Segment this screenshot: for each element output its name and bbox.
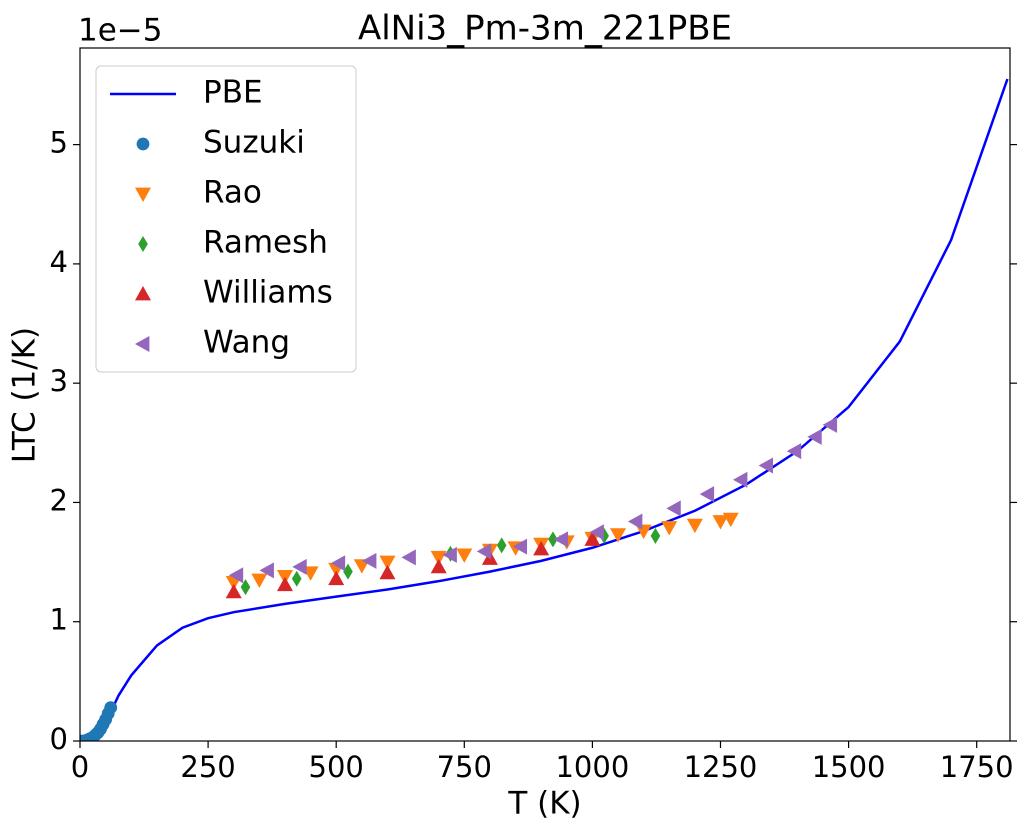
- point: [712, 515, 729, 530]
- x-tick-label: 0: [71, 750, 89, 784]
- point: [666, 500, 681, 517]
- y-tick-label: 2: [50, 483, 68, 517]
- y-tick-label: 3: [50, 364, 68, 398]
- point: [584, 531, 601, 546]
- point: [722, 512, 739, 528]
- plot-area: [80, 78, 1009, 741]
- point: [259, 562, 274, 579]
- point: [610, 528, 627, 543]
- y-tick-label: 0: [50, 722, 68, 756]
- point: [362, 552, 377, 569]
- point: [699, 486, 715, 503]
- legend-swatch: [138, 236, 148, 252]
- y-tick-label: 1: [50, 603, 68, 637]
- x-tick-label: 500: [309, 750, 364, 784]
- point: [589, 524, 604, 541]
- point: [627, 513, 643, 530]
- legend-label: PBE: [203, 75, 263, 111]
- legend-swatch: [135, 286, 151, 301]
- line: [80, 78, 1009, 741]
- point: [807, 428, 822, 445]
- point: [496, 537, 507, 554]
- point: [330, 555, 346, 572]
- x-tick-label: 750: [437, 750, 492, 784]
- legend-swatch: [136, 137, 150, 151]
- x-tick-label: 250: [180, 750, 235, 784]
- point: [430, 550, 447, 566]
- point: [786, 443, 802, 460]
- point: [686, 518, 703, 534]
- x-tick-label: 1250: [684, 750, 758, 784]
- x-tick-label: 1750: [940, 750, 1014, 784]
- x-axis-label: T (K): [507, 786, 581, 822]
- y-axis-label: LTC (1/K): [7, 327, 43, 463]
- point: [635, 524, 652, 540]
- point: [379, 564, 396, 580]
- legend-label: Ramesh: [203, 225, 328, 261]
- point: [650, 527, 661, 544]
- legend-box: [95, 65, 357, 373]
- point: [553, 531, 569, 548]
- legend-label: Rao: [203, 175, 262, 211]
- legend-label: Suzuki: [203, 125, 305, 161]
- point: [758, 457, 774, 474]
- offset-text: 1e−5: [78, 13, 163, 49]
- legend-label: Williams: [203, 275, 333, 311]
- axes-frame: [79, 47, 1011, 742]
- point: [661, 521, 678, 536]
- point: [732, 471, 748, 488]
- legend-label: Wang: [203, 325, 290, 361]
- point: [512, 538, 528, 555]
- point: [291, 570, 302, 587]
- point: [292, 558, 307, 575]
- point: [251, 573, 268, 588]
- chart-title: AlNi3_Pm-3m_221PBE: [358, 9, 732, 49]
- x-tick-label: 1500: [812, 750, 886, 784]
- point: [401, 549, 416, 566]
- legend-swatch: [135, 336, 150, 352]
- x-tick-label: 1000: [555, 750, 629, 784]
- point: [456, 548, 473, 563]
- point: [225, 583, 242, 599]
- point: [104, 701, 118, 715]
- point: [822, 416, 838, 433]
- legend-swatch: [135, 187, 151, 202]
- point: [430, 558, 447, 574]
- point: [533, 540, 550, 556]
- point: [240, 579, 251, 596]
- point: [328, 570, 345, 586]
- point: [343, 563, 353, 580]
- point: [548, 531, 558, 548]
- point: [442, 546, 457, 563]
- point: [379, 555, 396, 571]
- point: [228, 567, 244, 584]
- point: [476, 543, 492, 560]
- point: [276, 576, 293, 592]
- y-tick-label: 4: [50, 245, 68, 279]
- y-tick-label: 5: [50, 126, 68, 160]
